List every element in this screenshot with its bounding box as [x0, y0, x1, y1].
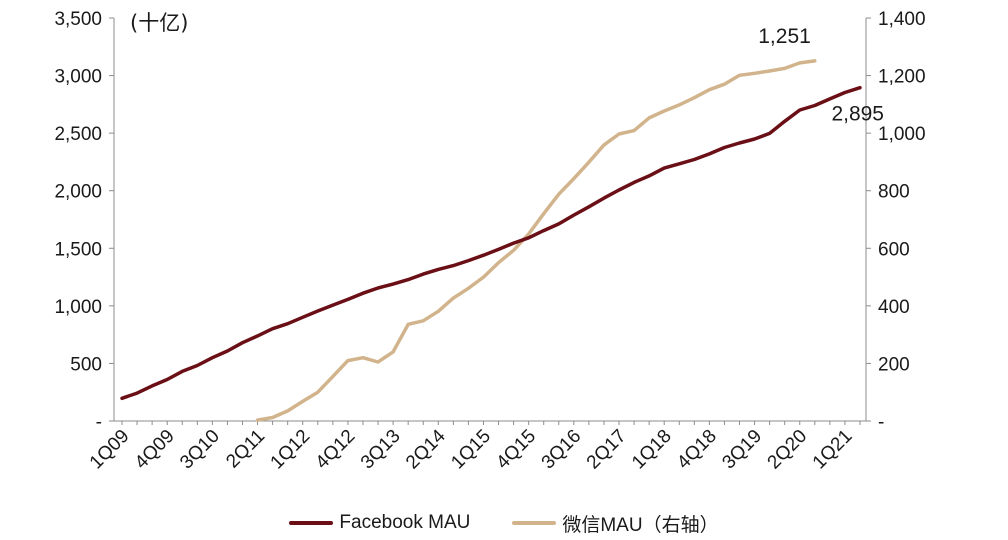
legend-label-wechat: 微信MAU（右轴）: [562, 514, 719, 536]
unit-label: (十亿): [130, 11, 188, 35]
x-tick-label: 1Q12: [267, 426, 315, 474]
left-y-tick-label: -: [96, 412, 102, 433]
x-tick-label: 3Q19: [718, 426, 766, 474]
x-tick-label: 4Q09: [131, 426, 179, 474]
left-y-tick-label: 1,000: [54, 297, 102, 318]
left-y-tick-label: 3,000: [54, 67, 102, 88]
x-tick-label: 2Q17: [583, 426, 631, 474]
right-y-tick-label: 400: [878, 297, 910, 318]
x-tick-label: 3Q10: [176, 426, 224, 474]
x-tick-label: 2Q20: [764, 426, 812, 474]
x-tick-label: 4Q12: [312, 426, 360, 474]
legend-label-facebook: Facebook MAU: [339, 512, 471, 533]
left-y-tick-label: 2,000: [54, 182, 102, 203]
data-label-facebook-last: 2,895: [831, 103, 884, 126]
right-y-tick-label: 1,000: [878, 124, 926, 145]
left-y-tick-label: 2,500: [54, 124, 102, 145]
x-tick-label: 2Q14: [402, 425, 450, 473]
data-label-wechat-last: 1,251: [758, 25, 811, 48]
legend-item-facebook: Facebook MAU: [289, 512, 470, 534]
x-tick-label: 4Q15: [492, 426, 540, 474]
x-tick-label: 4Q18: [673, 426, 721, 474]
legend-item-wechat: 微信MAU（右轴）: [512, 510, 719, 537]
legend: Facebook MAU 微信MAU（右轴）: [0, 508, 1008, 538]
x-tick-label: 1Q09: [86, 426, 134, 474]
legend-swatch-facebook: [289, 521, 334, 525]
x-tick-label: 2Q11: [222, 426, 269, 473]
right-y-tick-label: 1,400: [878, 9, 926, 30]
legend-swatch-wechat: [512, 521, 557, 525]
right-y-tick-label: -: [878, 412, 884, 433]
right-y-tick-label: 600: [878, 239, 910, 260]
x-tick-label: 3Q16: [538, 426, 586, 474]
x-tick-label: 3Q13: [357, 426, 405, 474]
series-line-wechat: [255, 59, 817, 422]
right-y-tick-label: 1,200: [878, 67, 926, 88]
x-tick-label: 1Q15: [447, 426, 495, 474]
left-y-tick-label: 3,500: [54, 9, 102, 30]
left-y-tick-label: 500: [70, 354, 102, 375]
x-tick-label: 1Q18: [628, 426, 676, 474]
line-chart: - 500 1,000 1,500 2,000 2,500 3,000 3,500 - 200 40…: [54, 9, 926, 474]
x-tick-label: 1Q21: [809, 426, 857, 474]
left-y-tick-label: 1,500: [54, 239, 102, 260]
series-line-facebook: [120, 85, 862, 401]
right-y-tick-label: 800: [878, 182, 910, 203]
right-y-tick-label: 200: [878, 354, 910, 375]
